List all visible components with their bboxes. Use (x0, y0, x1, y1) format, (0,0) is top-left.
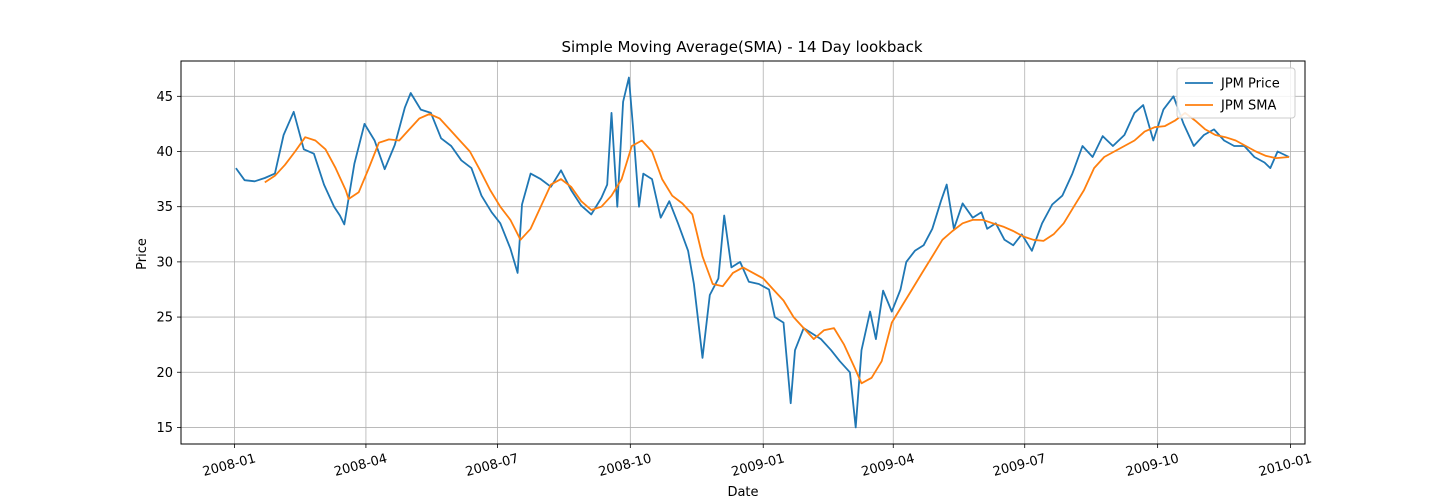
y-tick-label: 40 (156, 145, 173, 160)
legend: JPM Price JPM SMA (1176, 67, 1296, 119)
y-tick-label: 25 (156, 311, 173, 326)
grid-layer (181, 61, 1305, 444)
chart-title: Simple Moving Average(SMA) - 14 Day look… (561, 38, 922, 56)
y-axis-label: Price (135, 238, 150, 270)
x-axis-label: Date (727, 485, 758, 500)
y-tick-label: 45 (156, 90, 173, 105)
plot-frame (180, 60, 1306, 445)
series-layer (235, 76, 1290, 429)
y-tick-label: 20 (156, 366, 173, 381)
legend-label: JPM Price (1220, 77, 1280, 92)
series-line-sma (264, 112, 1290, 385)
y-tick-label: 35 (156, 200, 173, 215)
y-tick-label: 15 (156, 421, 173, 436)
y-tick-label: 30 (156, 255, 173, 270)
legend-label: JPM SMA (1220, 99, 1276, 114)
series-line-price (235, 76, 1290, 429)
